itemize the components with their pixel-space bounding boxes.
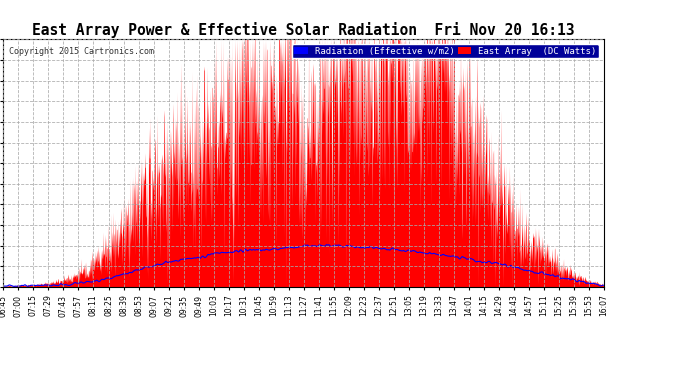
Text: Copyright 2015 Cartronics.com: Copyright 2015 Cartronics.com [10,47,155,56]
Title: East Array Power & Effective Solar Radiation  Fri Nov 20 16:13: East Array Power & Effective Solar Radia… [32,22,575,38]
Legend: Radiation (Effective w/m2), East Array  (DC Watts): Radiation (Effective w/m2), East Array (… [292,44,599,58]
